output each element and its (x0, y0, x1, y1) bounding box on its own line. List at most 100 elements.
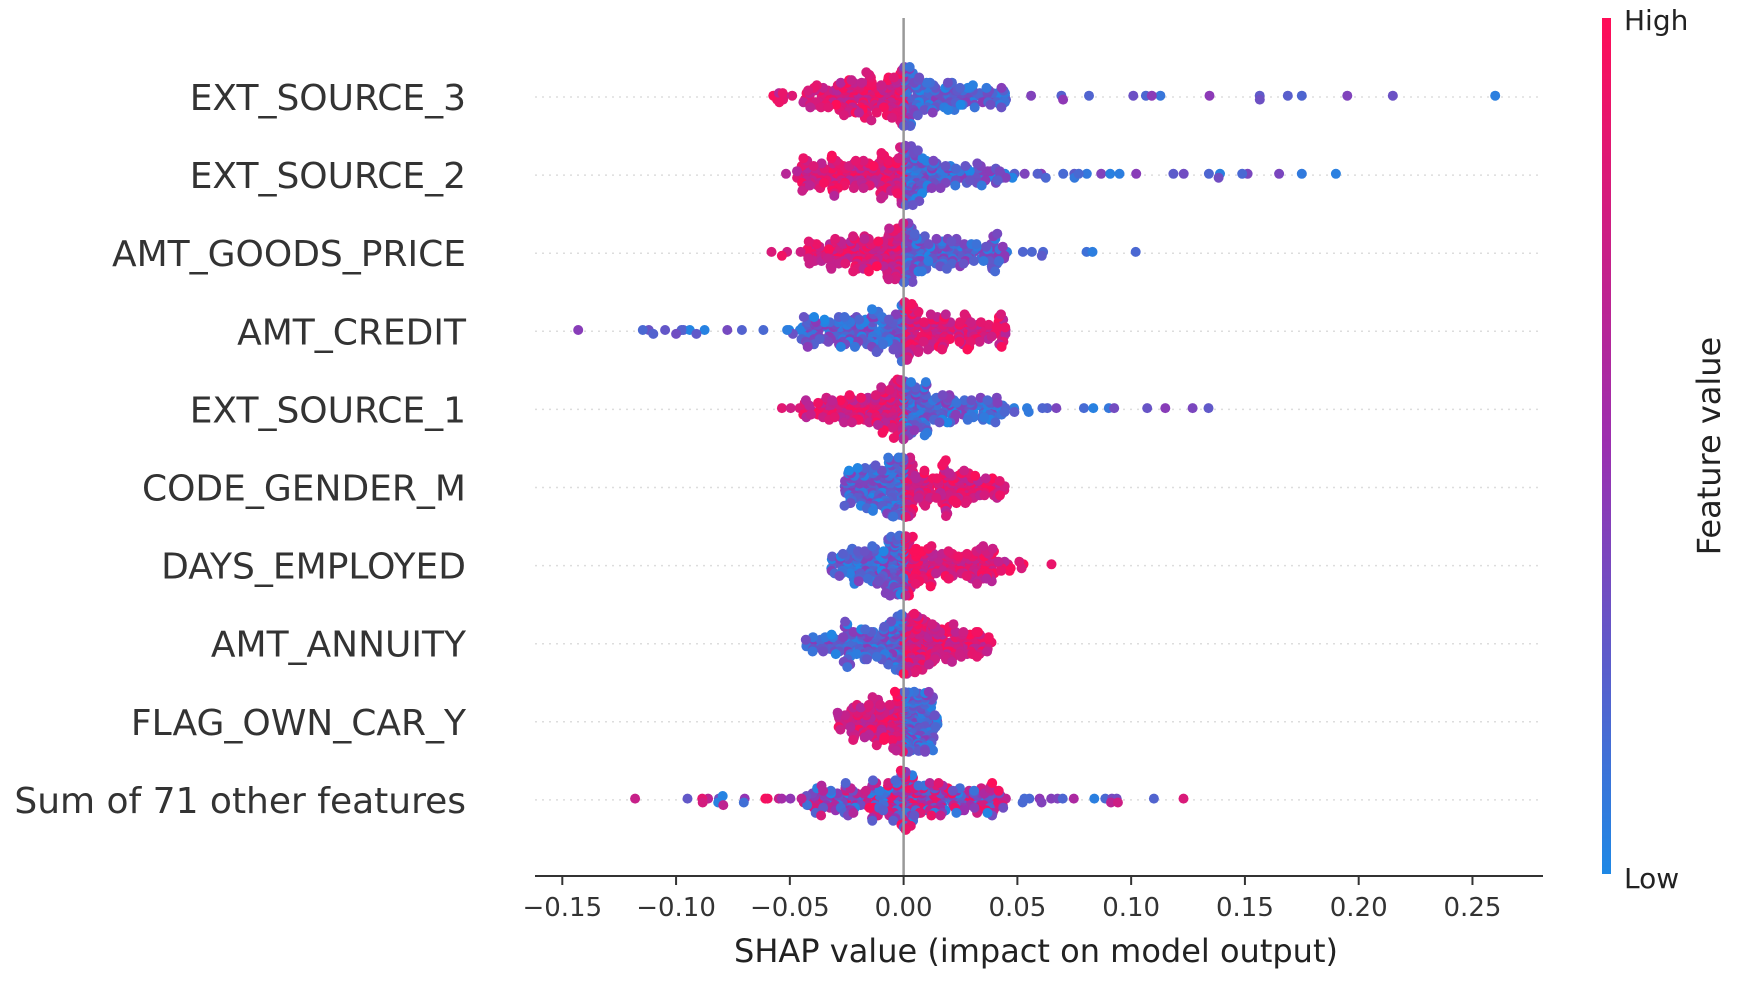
shap-point (919, 317, 929, 328)
shap-point (787, 90, 798, 101)
shap-point (878, 546, 889, 557)
shap-point (1058, 168, 1069, 179)
shap-point (900, 590, 911, 601)
shap-point (766, 246, 777, 257)
shap-point (909, 810, 920, 821)
feature-row: AMT_GOODS_PRICE (112, 218, 1543, 288)
shap-point (878, 102, 889, 113)
shap-point (1128, 90, 1139, 101)
shap-point (976, 180, 987, 191)
shap-point (877, 427, 888, 438)
feature-row: AMT_CREDIT (237, 297, 1543, 367)
shap-point (940, 161, 951, 171)
shap-point (871, 740, 882, 751)
shap-point (853, 576, 864, 587)
shap-point (900, 824, 911, 835)
shap-point (996, 565, 1007, 576)
shap-point (1078, 403, 1089, 414)
shap-point (883, 314, 894, 325)
shap-point (924, 659, 934, 670)
shap-point (970, 470, 981, 481)
shap-point (947, 785, 958, 796)
shap-point (927, 619, 938, 630)
shap-point (941, 511, 951, 522)
shap-point (845, 722, 856, 732)
shap-point (1330, 168, 1341, 179)
shap-point (1296, 168, 1307, 179)
shap-point (867, 815, 878, 826)
shap-point (699, 325, 710, 335)
x-tick-label: 0.20 (1330, 893, 1388, 923)
feature-row: EXT_SOURCE_1 (190, 374, 1543, 445)
shap-point (1073, 168, 1084, 179)
feature-label: CODE_GENDER_M (142, 469, 466, 510)
shap-point (935, 810, 946, 821)
shap-point (944, 468, 955, 479)
shap-point (958, 258, 969, 269)
shap-point (860, 785, 871, 796)
shap-point (823, 102, 834, 113)
shap-point (844, 390, 855, 401)
shap-point (831, 99, 842, 110)
shap-point (879, 735, 889, 745)
shap-point (835, 341, 846, 352)
x-tick-label: −0.05 (750, 893, 830, 923)
shap-point (909, 228, 920, 239)
shap-point (844, 465, 854, 476)
shap-point (994, 166, 1005, 177)
shap-point (919, 231, 930, 242)
shap-point (781, 168, 791, 179)
shap-point (888, 433, 899, 443)
shap-point (819, 177, 829, 188)
shap-point (798, 153, 809, 164)
feature-label: DAYS_EMPLOYED (161, 547, 466, 588)
shap-point (891, 745, 902, 756)
shap-point (1019, 168, 1030, 179)
x-tick-label: −0.15 (522, 893, 602, 923)
shap-point (762, 793, 773, 804)
feature-row: Sum of 71 other features (14, 765, 1543, 835)
shap-point (861, 654, 872, 665)
shap-point (776, 250, 787, 261)
shap-point (900, 512, 911, 522)
shap-point (928, 745, 938, 756)
shap-point (965, 336, 976, 347)
shap-point (818, 646, 829, 657)
shap-point (981, 573, 992, 584)
shap-point (969, 785, 980, 796)
shap-point (926, 541, 937, 552)
shap-point (1000, 172, 1011, 183)
shap-point (950, 163, 961, 174)
shap-point (875, 699, 886, 710)
shap-point (886, 616, 897, 627)
shap-point (955, 99, 966, 110)
shap-point (1342, 90, 1353, 101)
shap-point (896, 609, 907, 620)
shap-point (859, 233, 870, 244)
shap-point (920, 746, 931, 757)
shap-point (935, 183, 946, 194)
shap-point (979, 490, 990, 501)
shap-point (983, 632, 994, 643)
shap-point (965, 175, 975, 186)
shap-point (848, 231, 859, 242)
shap-point (864, 417, 875, 428)
shap-point (868, 161, 879, 171)
shap-point (947, 656, 957, 667)
shap-point (917, 153, 928, 164)
shap-point (974, 336, 985, 347)
shap-point (697, 797, 708, 808)
feature-row: EXT_SOURCE_2 (190, 140, 1543, 211)
colorbar-low-label: Low (1624, 862, 1679, 895)
shap-point (823, 244, 834, 255)
shap-point (1087, 246, 1098, 257)
shap-point (1168, 168, 1179, 179)
shap-point (822, 253, 833, 264)
shap-point (922, 344, 933, 355)
shap-point (830, 649, 841, 660)
shap-point (803, 236, 814, 247)
shap-point (1148, 793, 1159, 804)
shap-point (842, 662, 853, 673)
shap-point (813, 397, 824, 408)
shap-point (968, 256, 979, 266)
